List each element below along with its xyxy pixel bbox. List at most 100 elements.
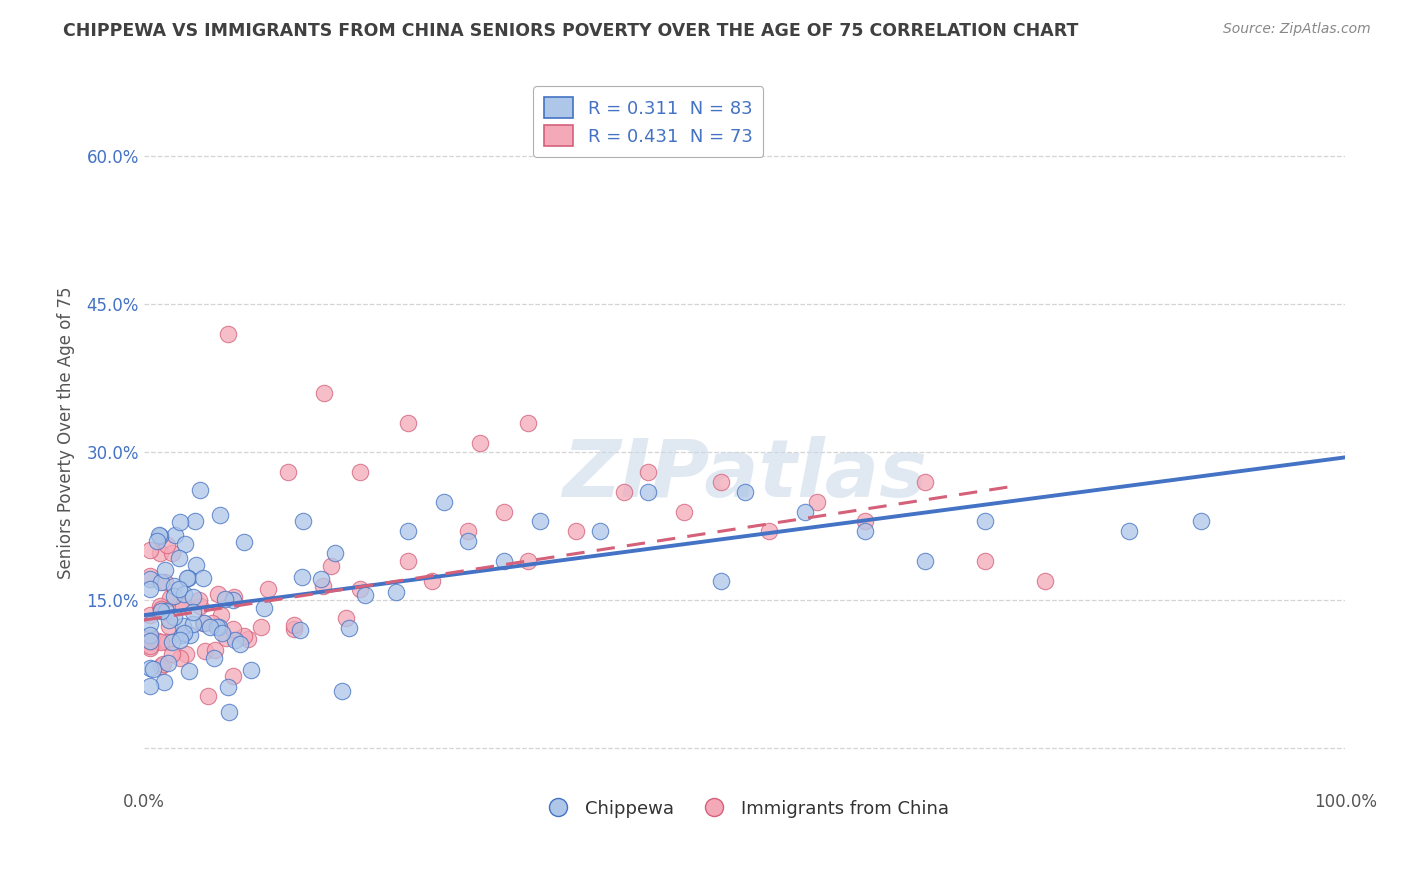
Point <box>349 465 371 479</box>
Point <box>152 657 174 671</box>
Point <box>494 505 516 519</box>
Point <box>236 632 259 646</box>
Point <box>222 593 245 607</box>
Point <box>914 475 936 489</box>
Point <box>181 617 204 632</box>
Point <box>330 683 353 698</box>
Point <box>793 505 815 519</box>
Point <box>177 571 200 585</box>
Point <box>181 606 204 620</box>
Point <box>138 542 160 557</box>
Point <box>494 554 516 568</box>
Point <box>1118 524 1140 539</box>
Point <box>162 635 184 649</box>
Point <box>283 622 305 636</box>
Point <box>433 494 456 508</box>
Point <box>198 620 221 634</box>
Point <box>138 573 160 587</box>
Point <box>160 546 183 560</box>
Point <box>173 586 195 600</box>
Point <box>176 647 198 661</box>
Point <box>163 610 186 624</box>
Point <box>277 465 299 479</box>
Point <box>138 628 160 642</box>
Point <box>914 554 936 568</box>
Point <box>201 616 224 631</box>
Point <box>217 326 239 341</box>
Point <box>209 607 232 622</box>
Point <box>150 602 173 616</box>
Point <box>1189 515 1212 529</box>
Point <box>218 706 240 720</box>
Point <box>193 615 215 630</box>
Point <box>853 524 876 539</box>
Point <box>148 634 170 648</box>
Point <box>179 664 201 678</box>
Point <box>172 599 194 614</box>
Point <box>354 588 377 602</box>
Point <box>169 597 191 611</box>
Point <box>337 621 360 635</box>
Point <box>169 515 191 529</box>
Point <box>207 587 229 601</box>
Point <box>163 579 186 593</box>
Point <box>208 619 231 633</box>
Point <box>974 515 997 529</box>
Point <box>138 634 160 648</box>
Point <box>457 534 479 549</box>
Point <box>974 554 997 568</box>
Point <box>205 620 228 634</box>
Point <box>211 626 233 640</box>
Point <box>149 635 172 649</box>
Point <box>232 535 254 549</box>
Point <box>385 585 408 599</box>
Point <box>138 617 160 632</box>
Point <box>184 514 207 528</box>
Point <box>517 554 540 568</box>
Point <box>291 570 314 584</box>
Point <box>167 551 190 566</box>
Point <box>148 529 170 543</box>
Point <box>734 484 756 499</box>
Point <box>637 465 659 479</box>
Point <box>311 579 333 593</box>
Point <box>169 651 191 665</box>
Point <box>233 629 256 643</box>
Point <box>249 620 271 634</box>
Point <box>156 538 179 552</box>
Text: ZIPatlas: ZIPatlas <box>562 436 927 515</box>
Point <box>253 601 276 615</box>
Point <box>194 644 217 658</box>
Point <box>172 619 194 633</box>
Point <box>257 582 280 597</box>
Point <box>396 554 419 568</box>
Point <box>470 435 492 450</box>
Point <box>188 483 211 497</box>
Point <box>309 572 332 586</box>
Point <box>197 690 219 704</box>
Point <box>215 631 238 645</box>
Point <box>204 650 226 665</box>
Point <box>193 616 215 631</box>
Point <box>157 613 180 627</box>
Point <box>291 514 314 528</box>
Point <box>222 591 245 605</box>
Point <box>204 643 226 657</box>
Point <box>181 591 204 605</box>
Point <box>167 582 190 596</box>
Point <box>149 599 172 613</box>
Point <box>138 582 160 596</box>
Point <box>457 524 479 539</box>
Point <box>138 660 160 674</box>
Point <box>208 508 231 523</box>
Point <box>240 663 263 677</box>
Point <box>709 574 731 588</box>
Point <box>335 611 357 625</box>
Point <box>420 574 443 588</box>
Point <box>148 528 170 542</box>
Point <box>565 524 588 539</box>
Text: Source: ZipAtlas.com: Source: ZipAtlas.com <box>1223 22 1371 37</box>
Point <box>319 558 342 573</box>
Point <box>283 618 305 632</box>
Point <box>162 647 184 661</box>
